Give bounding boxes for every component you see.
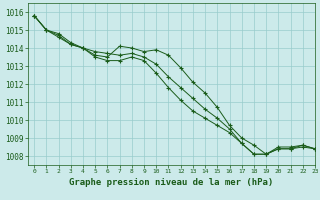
X-axis label: Graphe pression niveau de la mer (hPa): Graphe pression niveau de la mer (hPa) xyxy=(69,178,274,187)
